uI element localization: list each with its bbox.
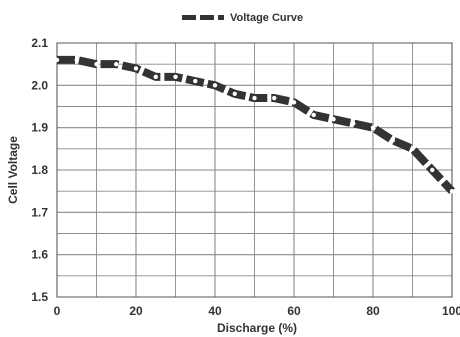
y-tick-label: 2.0 <box>31 78 48 92</box>
x-tick-label: 40 <box>208 304 222 318</box>
y-tick-label: 1.7 <box>31 205 48 219</box>
legend-label-voltage-curve: Voltage Curve <box>230 12 303 24</box>
data-point <box>449 188 455 194</box>
y-tick-label: 2.1 <box>31 36 48 50</box>
data-point <box>272 95 277 101</box>
data-point <box>212 83 218 88</box>
data-point <box>193 78 198 84</box>
data-point <box>74 57 79 63</box>
data-point <box>173 74 178 80</box>
data-point <box>370 125 376 130</box>
x-tick-label: 0 <box>54 304 61 318</box>
y-tick-label: 1.8 <box>31 163 48 177</box>
series-voltage-curve-points <box>54 57 455 194</box>
grid <box>56 42 453 298</box>
data-point <box>232 91 237 97</box>
x-axis-ticks: 0 20 40 60 80 100 <box>54 304 460 318</box>
y-tick-label: 1.5 <box>31 290 48 304</box>
data-point <box>331 117 336 122</box>
data-point <box>311 112 316 118</box>
y-axis-label: Cell Voltage <box>6 136 20 204</box>
x-tick-label: 80 <box>366 304 380 318</box>
data-point <box>153 74 158 80</box>
data-point <box>410 146 415 152</box>
legend: Voltage Curve <box>182 12 303 24</box>
x-tick-label: 60 <box>287 304 301 318</box>
data-point <box>133 66 139 71</box>
plot-area <box>56 42 453 298</box>
data-point <box>252 95 257 101</box>
data-point <box>351 121 356 126</box>
x-tick-label: 20 <box>129 304 143 318</box>
data-point <box>291 100 297 105</box>
y-tick-label: 1.6 <box>31 248 48 262</box>
data-point <box>94 61 99 67</box>
data-point <box>430 167 435 173</box>
y-tick-label: 1.9 <box>31 121 48 135</box>
x-axis-label: Discharge (%) <box>217 321 297 335</box>
data-point <box>390 138 395 143</box>
data-point <box>54 57 60 63</box>
y-axis-ticks: 1.5 1.6 1.7 1.8 1.9 2.0 2.1 <box>31 36 48 304</box>
x-tick-label: 100 <box>442 304 460 318</box>
data-point <box>114 61 119 67</box>
